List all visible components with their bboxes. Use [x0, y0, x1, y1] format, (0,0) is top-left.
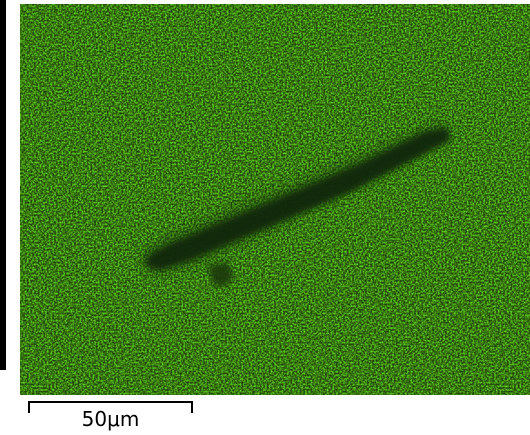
left-edge-bar: [0, 0, 6, 370]
eds-element-map: [20, 4, 530, 395]
overlay-speckle-layer: [20, 4, 530, 395]
scale-bar-line: [28, 401, 193, 403]
scale-bar: [28, 401, 193, 415]
eds-map-image: [20, 4, 530, 395]
scale-bar-label: 50μm: [81, 407, 140, 431]
scale-bar-tick-right: [191, 401, 193, 413]
scale-bar-tick-left: [28, 401, 30, 413]
